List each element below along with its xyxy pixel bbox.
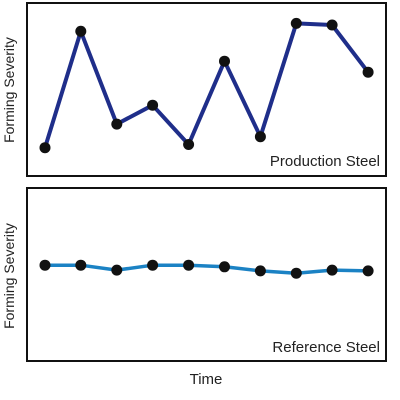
reference-steel-data-point	[111, 264, 123, 276]
production-steel-data-point	[254, 131, 266, 143]
production-steel-panel: Forming Severity Production Steel	[1, 2, 387, 177]
production-steel-data-point	[219, 55, 230, 67]
production-steel-plot-frame	[26, 2, 387, 177]
production-steel-data-point	[39, 142, 51, 154]
reference-steel-data-point	[39, 259, 51, 271]
reference-steel-series	[39, 259, 374, 279]
reference-steel-series-line	[43, 263, 370, 275]
reference-steel-panel: Forming Severity Reference Steel	[1, 187, 387, 362]
production-steel-annotation: Production Steel	[270, 153, 380, 170]
reference-steel-annotation: Reference Steel	[272, 339, 380, 356]
production-steel-data-point	[75, 25, 87, 37]
reference-steel-data-point	[219, 261, 230, 273]
production-steel-data-point	[290, 17, 302, 29]
production-steel-y-axis-label: Forming Severity	[1, 37, 17, 143]
reference-steel-data-point	[254, 265, 266, 277]
reference-steel-data-point	[183, 259, 195, 271]
reference-steel-data-point	[75, 259, 87, 271]
reference-steel-data-point	[326, 264, 338, 276]
reference-steel-data-point	[362, 265, 374, 277]
production-steel-series-line	[43, 21, 371, 150]
production-steel-data-point	[147, 99, 159, 111]
production-steel-series	[39, 17, 374, 154]
reference-steel-y-axis-label: Forming Severity	[1, 223, 17, 329]
reference-steel-data-point	[147, 259, 159, 271]
production-steel-data-point	[111, 118, 123, 130]
x-axis-label: Time	[190, 371, 223, 388]
reference-steel-plot-frame	[26, 187, 387, 362]
reference-steel-data-point	[290, 267, 302, 279]
production-steel-data-point	[326, 19, 338, 31]
production-steel-data-point	[183, 139, 195, 150]
production-steel-data-point	[362, 66, 374, 78]
